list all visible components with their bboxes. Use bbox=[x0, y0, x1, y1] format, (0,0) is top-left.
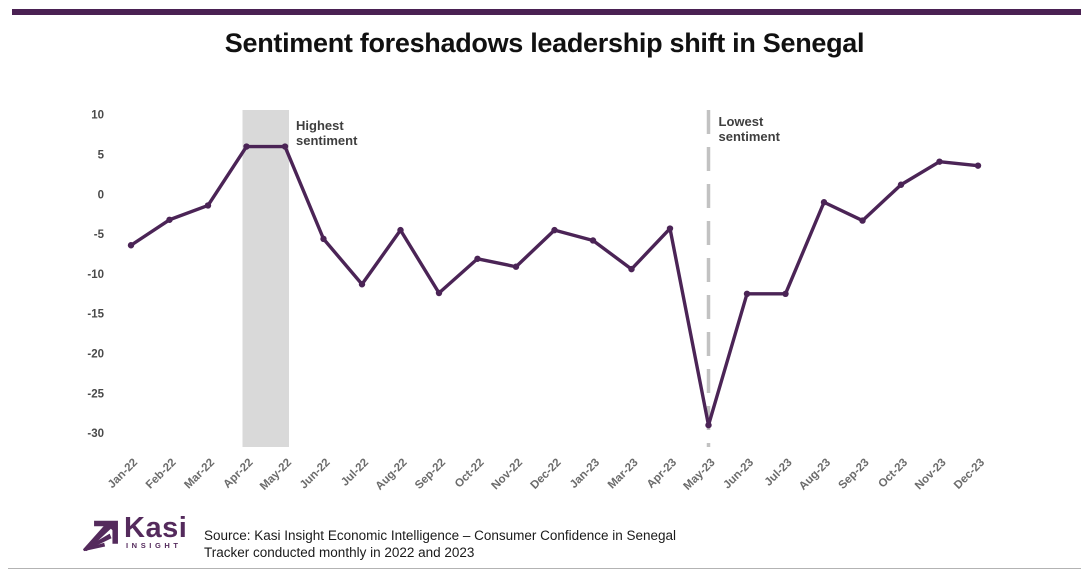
x-tick-label: Jun-23 bbox=[721, 457, 756, 492]
data-point-marker bbox=[320, 235, 327, 243]
data-point-marker bbox=[782, 290, 789, 297]
highest-sentiment-label: Highest bbox=[296, 118, 344, 133]
lowest-sentiment-label: sentiment bbox=[719, 129, 781, 144]
data-point-marker bbox=[705, 421, 712, 429]
y-tick-label: -10 bbox=[87, 269, 104, 281]
source-line-1: Source: Kasi Insight Economic Intelligen… bbox=[204, 528, 677, 543]
data-point-marker bbox=[936, 158, 943, 165]
data-point-marker bbox=[628, 265, 635, 273]
x-tick-label: Sep-23 bbox=[836, 457, 871, 492]
x-tick-label: Nov-23 bbox=[913, 457, 949, 493]
x-tick-label: Mar-22 bbox=[182, 457, 217, 492]
x-tick-label: Nov-22 bbox=[490, 457, 526, 493]
data-point-marker bbox=[743, 290, 751, 297]
top-accent-bar bbox=[12, 9, 1081, 15]
x-tick-label: Sep-22 bbox=[413, 457, 448, 492]
data-point-marker bbox=[666, 225, 674, 232]
lowest-sentiment-label: Lowest bbox=[719, 114, 764, 129]
x-tick-label: Oct-23 bbox=[876, 457, 910, 491]
data-point-marker bbox=[859, 217, 866, 224]
data-point-marker bbox=[397, 226, 404, 234]
y-tick-label: -20 bbox=[87, 349, 104, 361]
x-tick-label: Jan-23 bbox=[568, 457, 602, 491]
data-point-marker bbox=[204, 202, 212, 209]
y-tick-label: -15 bbox=[87, 309, 104, 321]
x-tick-label: Dec-22 bbox=[528, 457, 563, 492]
data-point-marker bbox=[166, 216, 173, 223]
data-point-marker bbox=[281, 143, 289, 150]
source-attribution: Source: Kasi Insight Economic Intelligen… bbox=[204, 527, 676, 561]
x-tick-label: Aug-23 bbox=[797, 457, 833, 493]
x-tick-label: Apr-22 bbox=[221, 457, 255, 491]
data-point-marker bbox=[474, 255, 481, 262]
data-point-marker bbox=[589, 237, 597, 244]
data-point-marker bbox=[243, 143, 250, 150]
y-tick-label: -30 bbox=[87, 428, 104, 440]
y-tick-label: 10 bbox=[91, 110, 104, 122]
x-tick-label: Jul-22 bbox=[339, 457, 371, 489]
bottom-divider bbox=[8, 568, 1081, 569]
x-tick-label: Jul-23 bbox=[763, 457, 795, 489]
y-tick-label: 0 bbox=[98, 189, 104, 201]
x-tick-label: May-23 bbox=[682, 457, 718, 493]
page-title: Sentiment foreshadows leadership shift i… bbox=[224, 28, 865, 58]
x-tick-label: Mar-23 bbox=[606, 457, 641, 492]
source-line-2: Tracker conducted monthly in 2022 and 20… bbox=[204, 545, 475, 560]
x-tick-label: Dec-23 bbox=[952, 457, 987, 492]
data-point-marker bbox=[974, 162, 982, 169]
brand-subtitle: INSIGHT bbox=[126, 541, 182, 550]
brand-name: Kasi bbox=[124, 512, 188, 544]
data-point-marker bbox=[551, 226, 558, 234]
data-point-marker bbox=[512, 263, 520, 270]
y-tick-label: 5 bbox=[98, 150, 105, 162]
y-tick-label: -5 bbox=[94, 229, 105, 241]
highest-sentiment-band bbox=[242, 110, 289, 447]
data-point-marker bbox=[435, 289, 443, 297]
x-tick-label: Oct-22 bbox=[453, 457, 487, 491]
x-tick-label: Apr-23 bbox=[645, 457, 679, 491]
x-tick-label: Feb-22 bbox=[144, 457, 179, 492]
x-tick-label: Jun-22 bbox=[298, 457, 333, 492]
x-tick-label: May-22 bbox=[258, 457, 294, 493]
data-point-marker bbox=[358, 281, 366, 288]
data-point-marker bbox=[127, 242, 135, 249]
kasi-logo-icon bbox=[83, 520, 118, 552]
data-point-marker bbox=[897, 181, 905, 188]
x-tick-label: Jan-22 bbox=[106, 457, 140, 491]
highest-sentiment-label: sentiment bbox=[296, 133, 358, 148]
x-tick-label: Aug-22 bbox=[374, 457, 410, 493]
y-tick-label: -25 bbox=[87, 388, 104, 400]
data-point-marker bbox=[820, 199, 828, 206]
